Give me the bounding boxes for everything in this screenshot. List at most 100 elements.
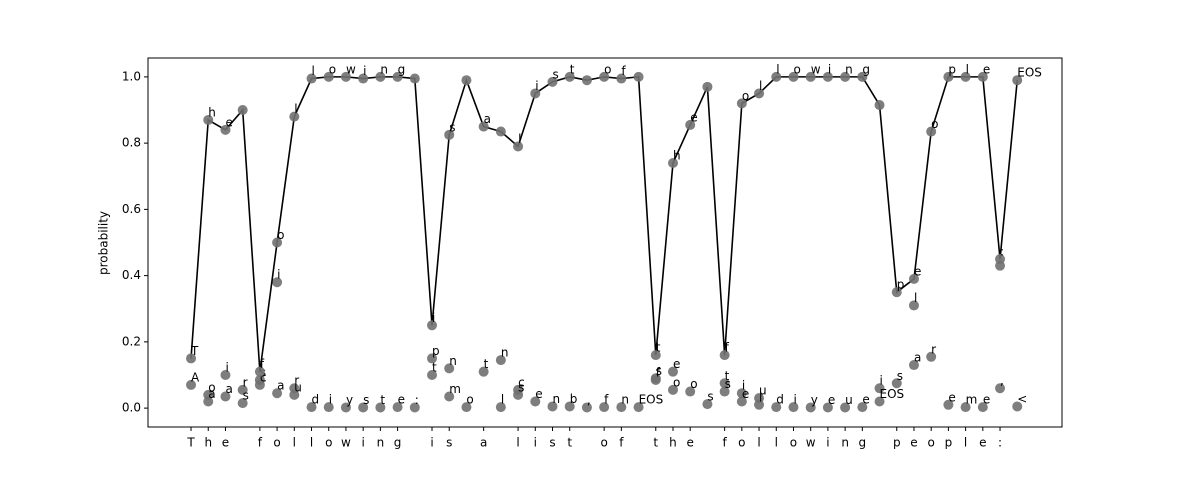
alternative-point: [237, 384, 248, 395]
alternative-label: r: [931, 342, 936, 356]
token-label: n: [845, 62, 853, 76]
x-tick-label: w: [806, 436, 816, 450]
alternative-label: o: [673, 375, 680, 389]
alternative-label: s: [518, 380, 524, 394]
token-label: f: [725, 341, 730, 355]
alternative-point: [289, 389, 300, 400]
token-label: w: [346, 62, 356, 76]
token-point: [667, 158, 678, 169]
alternative-label: a: [277, 379, 284, 393]
y-tick-label: 0.6: [122, 202, 141, 216]
alternative-label: l: [759, 390, 762, 404]
x-tick-label: :: [998, 436, 1002, 450]
token-point: [254, 366, 265, 377]
alternative-point: [857, 402, 868, 413]
token-point: [1012, 75, 1023, 86]
alternative-point: [736, 388, 747, 399]
alternative-point: [685, 386, 696, 397]
token-label: e: [914, 264, 921, 278]
x-tick-label: o: [790, 436, 797, 450]
x-tick-label: o: [325, 436, 332, 450]
alternative-point: [323, 402, 334, 413]
alternative-label: i: [793, 393, 796, 407]
alternative-label: A: [191, 370, 200, 384]
token-point: [599, 71, 610, 82]
alternative-label: e: [742, 387, 749, 401]
probability-line: [190, 76, 1019, 372]
token-point: [306, 73, 317, 84]
token-point: [203, 114, 214, 125]
x-tick-label: l: [516, 436, 519, 450]
alternative-label: e: [535, 387, 542, 401]
alternative-point: [409, 402, 420, 413]
alternative-label: s: [656, 364, 662, 378]
alternative-label: m: [449, 382, 461, 396]
alternative-point: [599, 402, 610, 413]
alternative-point: [495, 402, 506, 413]
alternative-label: e: [398, 393, 405, 407]
alternative-point: [478, 366, 489, 377]
token-label: s: [449, 120, 455, 134]
alternative-label: m: [966, 393, 978, 407]
token-point: [788, 71, 799, 82]
alternative-point: [616, 402, 627, 413]
alternative-point: [908, 300, 919, 311]
token-point: [995, 254, 1006, 265]
token-label: T: [190, 344, 199, 358]
token-point: [840, 71, 851, 82]
token-label: o: [329, 62, 336, 76]
alternative-label: EOS: [639, 393, 664, 407]
x-tick-label: h: [669, 436, 677, 450]
x-tick-label: l: [310, 436, 313, 450]
token-point: [926, 126, 937, 137]
x-tick-label: f: [723, 436, 728, 450]
token-label: l: [294, 102, 297, 116]
alternative-label: s: [243, 389, 249, 403]
x-tick-label: f: [619, 436, 624, 450]
token-point: [547, 76, 558, 87]
token-point: [340, 71, 351, 82]
token-point: [495, 126, 506, 137]
alternative-point: [960, 402, 971, 413]
alternative-point: [495, 355, 506, 366]
token-point: [427, 320, 438, 331]
alternative-point: [547, 401, 558, 412]
alternative-label: ,: [1000, 374, 1004, 388]
alternative-label: a: [225, 382, 232, 396]
token-label: e: [225, 115, 232, 129]
token-label: g: [862, 62, 870, 76]
alternative-label: n: [501, 346, 509, 360]
alternative-point: [564, 401, 575, 412]
x-tick-label: i: [534, 436, 537, 450]
token-point: [702, 81, 713, 92]
alternative-label: e: [862, 393, 869, 407]
token-label: a: [484, 112, 491, 126]
token-point: [719, 350, 730, 361]
alternative-label: n: [449, 354, 457, 368]
alternative-label: i: [329, 393, 332, 407]
token-point: [891, 287, 902, 298]
x-tick-label: o: [738, 436, 745, 450]
x-tick-label: t: [653, 436, 658, 450]
token-label: l: [518, 132, 521, 146]
alternative-point: [375, 402, 386, 413]
alternative-point: [977, 402, 988, 413]
alternative-point: [220, 391, 231, 402]
alternative-point: [650, 374, 661, 385]
token-label: :: [1000, 245, 1004, 259]
token-point: [323, 71, 334, 82]
alternative-point: [995, 383, 1006, 394]
token-label: n: [380, 62, 388, 76]
alternative-label: s: [707, 390, 713, 404]
x-tick-label: T: [186, 436, 195, 450]
token-label: i: [535, 79, 538, 93]
y-axis-label: probability: [97, 211, 111, 275]
token-label: f: [621, 64, 626, 78]
alternative-point: [220, 369, 231, 380]
token-point: [943, 71, 954, 82]
alternative-label: e: [828, 393, 835, 407]
token-point: [289, 111, 300, 122]
x-tick-label: e: [222, 436, 229, 450]
alternative-label: d: [312, 393, 320, 407]
alternative-label: n: [621, 393, 629, 407]
